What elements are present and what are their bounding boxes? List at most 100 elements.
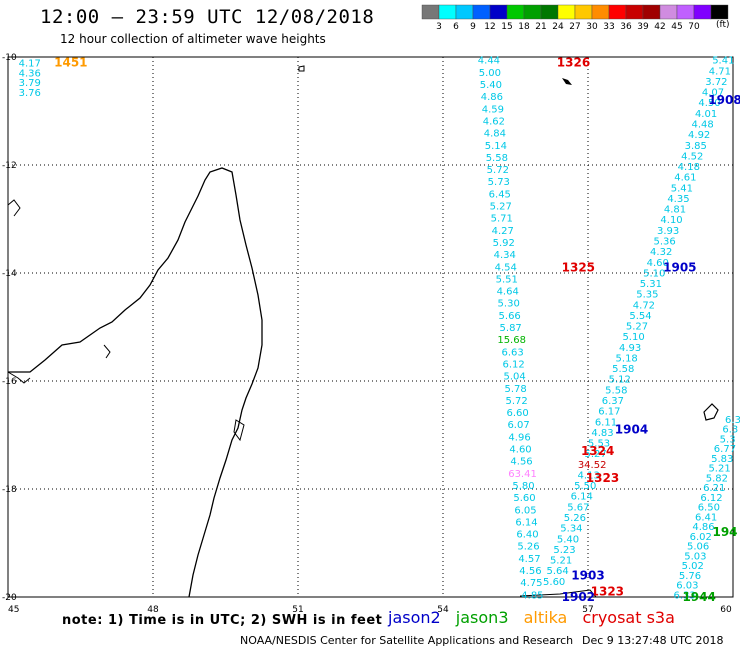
wave-height-value: 4.10	[660, 215, 682, 226]
colorbar-swatch	[421, 4, 440, 20]
wave-height-value: 6.02	[690, 532, 712, 543]
wave-height-value: 3.93	[657, 226, 679, 237]
wave-height-value: 5.14	[485, 141, 507, 152]
wave-height-value: 5.26	[517, 542, 539, 553]
note-text: note: 1) Time is in UTC; 2) SWH is in fe…	[62, 613, 383, 628]
wave-height-value: 4.92	[688, 130, 710, 141]
lat-tick-label: -12	[2, 161, 17, 171]
wave-height-value: 4.93	[619, 343, 641, 354]
wave-height-value: 3.72	[705, 77, 727, 88]
wave-height-value: 4.34	[494, 250, 516, 261]
pass-time-label: 1903	[571, 568, 604, 582]
colorbar-label: 27	[569, 22, 580, 32]
wave-height-value: 5.72	[487, 165, 509, 176]
colorbar-swatch	[438, 4, 457, 20]
wave-height-value: 5.40	[557, 534, 579, 545]
somalia-coastline	[8, 167, 263, 598]
island-masirah	[703, 403, 719, 421]
wave-height-value: 6.11	[595, 417, 617, 428]
wave-height-value: 6.12	[502, 359, 524, 370]
pass-time-label: 1325	[562, 261, 595, 275]
wave-height-value: 6.63	[502, 347, 524, 358]
lat-tick-label: -18	[2, 485, 17, 495]
lat-tick-label: -14	[2, 269, 17, 279]
wave-height-value: 5.36	[654, 236, 676, 247]
wave-height-value: 5.53	[588, 439, 610, 450]
wave-height-value: 5.31	[640, 279, 662, 290]
pass-time-label: 1323	[591, 585, 624, 599]
colorbar-label: 70	[688, 22, 700, 32]
wave-height-value: 6.3	[725, 415, 740, 426]
wave-height-value: 5.34	[560, 524, 582, 535]
wave-height-value: 5.92	[493, 238, 515, 249]
wave-height-value: 5.64	[546, 566, 568, 577]
wave-height-value: 6.05	[514, 505, 536, 516]
wave-height-value: 4.48	[691, 120, 713, 131]
wave-height-value: 6.07	[507, 420, 529, 431]
wave-height-value: 5.71	[491, 214, 513, 225]
wave-height-value: 5.72	[505, 396, 527, 407]
wave-height-value: 6.50	[698, 503, 720, 514]
colorbar-swatch	[625, 4, 644, 20]
colorbar-label: 30	[586, 22, 598, 32]
lat-tick-label: -10	[2, 53, 17, 63]
colorbar-label: 3	[436, 22, 442, 32]
wave-height-value: 4.61	[674, 173, 696, 184]
wave-height-value: 4.35	[667, 194, 689, 205]
wave-height-value: 4.36	[19, 68, 41, 79]
pass-time-label: 1908	[708, 93, 740, 107]
wave-height-value: 4.32	[650, 247, 672, 258]
lon-tick-label: 51	[292, 605, 303, 615]
colorbar-label: 21	[535, 22, 546, 32]
colorbar-swatch	[591, 4, 610, 20]
wave-height-value: 5.23	[553, 545, 575, 556]
wave-height-value: 5.66	[499, 311, 521, 322]
wave-height-value: 5.58	[605, 385, 627, 396]
wave-height-value: 5.03	[684, 551, 706, 562]
wave-height-value: 5.04	[503, 372, 525, 383]
wave-height-value: 4.50	[698, 98, 720, 109]
wave-height-value: 5.27	[626, 322, 648, 333]
wave-height-value: 6.33	[674, 590, 696, 601]
lon-tick-label: 45	[8, 605, 19, 615]
wave-height-value: 6.40	[516, 530, 538, 541]
wave-height-value: 5.80	[512, 481, 534, 492]
coast-detail-1	[7, 371, 31, 384]
wave-height-value: 5.3	[720, 434, 736, 445]
wave-height-value: 3.76	[19, 88, 41, 99]
colorbar-label: 39	[637, 22, 649, 32]
wave-height-value: 4.60	[509, 445, 531, 456]
satellite-legend: jason2 jason3 altika cryosat s3a	[388, 608, 685, 627]
wave-height-value: 5.10	[643, 268, 665, 279]
pass-time-label: 1905	[663, 261, 696, 275]
wave-height-value: 5.30	[498, 299, 520, 310]
pass-time-label: 194	[712, 525, 737, 539]
colorbar-swatch	[642, 4, 661, 20]
colorbar-swatch	[472, 4, 491, 20]
wave-height-value: 6.03	[676, 581, 698, 592]
wave-height-value: 6.60	[506, 408, 528, 419]
colorbar-swatch	[608, 4, 627, 20]
pass-time-label: 1451	[54, 55, 87, 69]
wave-height-value: 5.51	[496, 274, 518, 285]
pass-time-label: 1324	[581, 444, 614, 458]
wave-height-value: 5.21	[708, 464, 730, 475]
legend-jason2: jason2	[388, 608, 441, 627]
colorbar-label: 6	[453, 22, 459, 32]
wave-height-value: 5.76	[679, 571, 701, 582]
lon-tick-label: 57	[582, 605, 593, 615]
wave-height-value: 6.12	[700, 493, 722, 504]
wave-height-value: 5.27	[584, 449, 606, 460]
legend-altika: altika	[523, 608, 568, 627]
wave-height-value: 4.64	[497, 287, 519, 298]
colorbar-swatch	[574, 4, 593, 20]
coast-detail-4	[233, 419, 245, 442]
wave-height-value: 5.40	[480, 80, 502, 91]
colorbar-swatch	[676, 4, 695, 20]
wave-height-value: 5.35	[636, 290, 658, 301]
colorbar-swatch	[693, 4, 712, 20]
map-title: 12:00 – 23:59 UTC 12/08/2018	[40, 6, 375, 28]
wave-height-value: 4.27	[492, 226, 514, 237]
wave-height-value: 4.75	[520, 578, 542, 589]
colorbar-label: 24	[552, 22, 564, 32]
